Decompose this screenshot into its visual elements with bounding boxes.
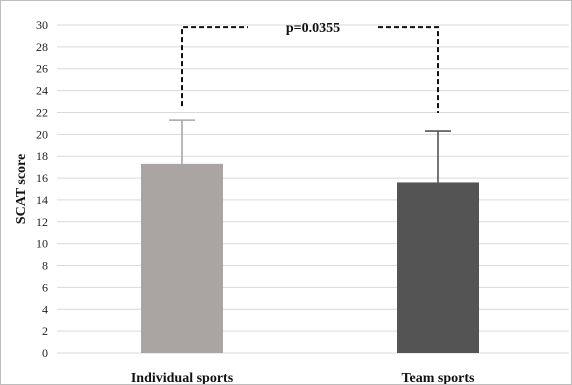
y-tick-label-0: 0: [42, 346, 48, 360]
y-tick-label-30: 30: [36, 18, 48, 32]
y-tick-label-22: 22: [36, 105, 48, 119]
y-tick-label-12: 12: [36, 215, 48, 229]
y-tick-label-10: 10: [36, 237, 48, 251]
bar-team-sports: [397, 182, 479, 353]
bar-individual-sports: [141, 163, 223, 353]
bracket-right: [378, 26, 439, 114]
y-tick-label-16: 16: [36, 171, 48, 185]
error-bars: [169, 119, 451, 183]
y-tick-label-8: 8: [42, 259, 48, 273]
y-tick-label-28: 28: [36, 40, 48, 54]
y-tick-label-14: 14: [36, 193, 48, 207]
x-category-label-individual-sports: Individual sports: [131, 371, 234, 384]
p-value-label: p=0.0355: [286, 21, 340, 36]
y-tick-label-24: 24: [36, 84, 48, 98]
y-tick-label-18: 18: [36, 149, 48, 163]
y-tick-label-26: 26: [36, 62, 48, 76]
y-axis-title: SCAT score: [14, 154, 29, 224]
y-tick-label-20: 20: [36, 127, 48, 141]
x-category-label-team-sports: Team sports: [402, 371, 476, 384]
bracket-left: [181, 26, 248, 107]
y-tick-label-4: 4: [42, 302, 48, 316]
bars: [141, 163, 479, 353]
y-tick-label-6: 6: [42, 280, 48, 294]
significance-annotation: p=0.0355: [181, 21, 439, 114]
y-tick-label-2: 2: [42, 324, 48, 338]
gridlines: [57, 24, 569, 354]
x-category-labels: Individual sports Team sports: [131, 371, 475, 384]
